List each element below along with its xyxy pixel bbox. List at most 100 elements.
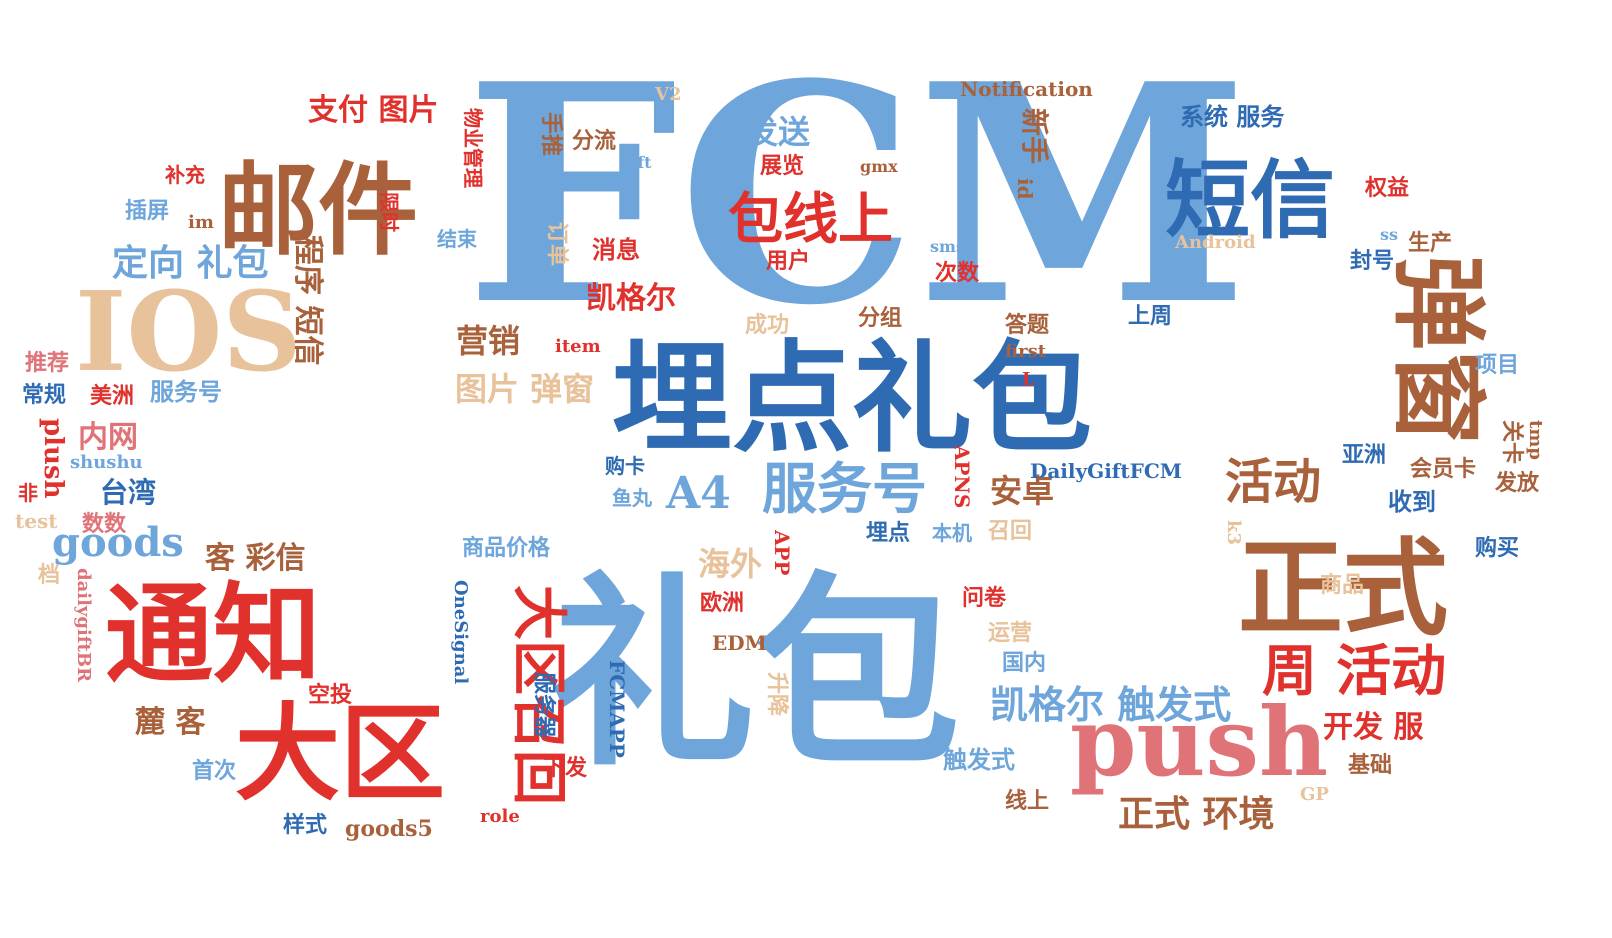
cloud-word: 问卷 bbox=[962, 585, 1007, 611]
cloud-word: 商品价格 bbox=[462, 535, 551, 561]
cloud-word: 结束 bbox=[437, 227, 478, 251]
cloud-word: 麓 客 bbox=[135, 705, 205, 740]
cloud-word: 购卡 bbox=[605, 454, 645, 478]
cloud-word: 答题 bbox=[1005, 312, 1050, 338]
cloud-word: 海外 bbox=[698, 545, 762, 583]
cloud-word: 凯格尔 bbox=[586, 281, 676, 316]
cloud-word: 档 bbox=[38, 562, 60, 588]
cloud-word: 次数 bbox=[935, 260, 980, 286]
cloud-word: 通知 bbox=[105, 572, 321, 698]
cloud-word: 服务器 bbox=[531, 672, 557, 739]
cloud-word: 项目 bbox=[1475, 352, 1519, 378]
cloud-word: 礼包 bbox=[550, 554, 960, 794]
cloud-word: EDM bbox=[712, 631, 767, 655]
cloud-word: 非 bbox=[18, 481, 38, 505]
cloud-word: IOS bbox=[75, 267, 302, 396]
cloud-word: 亚洲 bbox=[1342, 442, 1386, 468]
cloud-word: 触发式 bbox=[943, 745, 1015, 774]
cloud-word: first bbox=[1005, 341, 1047, 362]
cloud-word: 活动 bbox=[1225, 454, 1321, 510]
cloud-word: 埋点 bbox=[866, 520, 910, 546]
cloud-word: 美洲 bbox=[90, 383, 134, 409]
cloud-word: 消息 bbox=[592, 235, 640, 264]
cloud-word: 数数 bbox=[82, 511, 127, 537]
cloud-word: shushu bbox=[70, 452, 143, 473]
cloud-word: 数 bbox=[1180, 262, 1203, 288]
cloud-word: Notification bbox=[960, 77, 1093, 101]
cloud-word: goods5 bbox=[345, 816, 433, 842]
cloud-word: 关卡 bbox=[1499, 420, 1525, 464]
cloud-word: 程序 短信 bbox=[290, 235, 325, 365]
cloud-word: APNS bbox=[950, 444, 974, 508]
cloud-word: 购买 bbox=[1475, 535, 1519, 561]
cloud-word: 台湾 bbox=[100, 476, 156, 509]
cloud-word: DailyGiftFCM bbox=[1030, 459, 1182, 483]
cloud-word: 安卓 bbox=[990, 472, 1054, 510]
cloud-word: 弹窗 bbox=[1382, 255, 1493, 445]
cloud-word: 服务号 bbox=[762, 456, 927, 521]
cloud-word: 发送 bbox=[746, 113, 810, 151]
cloud-word: 开发 服 bbox=[1323, 710, 1424, 745]
cloud-word: im bbox=[188, 212, 214, 233]
cloud-word: 短信 bbox=[1165, 151, 1335, 251]
cloud-word: 正式 bbox=[1238, 526, 1448, 650]
cloud-word: A4 bbox=[665, 468, 731, 519]
cloud-word: 营销 bbox=[456, 322, 520, 360]
cloud-word: dailygiftBR bbox=[73, 568, 94, 683]
cloud-word: 上周 bbox=[1128, 303, 1172, 329]
cloud-word: 鱼丸 bbox=[612, 486, 653, 510]
cloud-word: 订单 bbox=[544, 222, 570, 266]
cloud-word: 内网 bbox=[78, 420, 138, 455]
cloud-word: k3 bbox=[1223, 520, 1244, 545]
cloud-word: L bbox=[1022, 369, 1035, 390]
cloud-word: 生产 bbox=[1408, 230, 1452, 256]
cloud-word: Android bbox=[1174, 232, 1256, 253]
cloud-word: 大区 bbox=[235, 691, 445, 815]
cloud-word: 插屏 bbox=[125, 198, 169, 224]
cloud-word: 升降 bbox=[764, 672, 790, 717]
cloud-word: 常规 bbox=[22, 382, 66, 408]
cloud-word: 图片 弹窗 bbox=[455, 370, 594, 408]
cloud-word: 成功 bbox=[745, 312, 789, 338]
cloud-word: 下发 bbox=[543, 755, 588, 781]
cloud-word: gift bbox=[620, 153, 652, 172]
cloud-word: 欧洲 bbox=[700, 590, 744, 616]
cloud-word: 用户 bbox=[766, 248, 810, 274]
cloud-word: 空投 bbox=[308, 682, 352, 708]
cloud-word: 补充 bbox=[164, 163, 205, 187]
cloud-word: 发放 bbox=[1494, 470, 1540, 496]
cloud-word: 商品 bbox=[1320, 572, 1364, 598]
cloud-word: role bbox=[480, 806, 520, 827]
cloud-word: 样式 bbox=[283, 812, 327, 838]
cloud-word: 展览 bbox=[760, 153, 804, 179]
cloud-word: 基础 bbox=[1348, 752, 1392, 778]
cloud-word: 物业管理 bbox=[461, 108, 485, 188]
cloud-word: 凯格尔 触发式 bbox=[990, 682, 1231, 727]
cloud-word: FCMAPP bbox=[605, 660, 629, 758]
cloud-word: 客 彩信 bbox=[205, 541, 305, 576]
cloud-word: 分流 bbox=[572, 128, 616, 154]
cloud-word: test bbox=[15, 509, 58, 533]
cloud-word: 运营 bbox=[988, 620, 1032, 646]
cloud-word: OneSignal bbox=[450, 580, 471, 684]
cloud-word: goods bbox=[52, 519, 184, 566]
cloud-word: V2 bbox=[654, 84, 682, 105]
cloud-word: 服务号 bbox=[150, 377, 222, 406]
cloud-word: 埋点礼包 bbox=[612, 328, 1092, 469]
cloud-word: 限时 bbox=[377, 192, 401, 232]
cloud-word: 权益 bbox=[1364, 175, 1409, 201]
cloud-word: 正式 环境 bbox=[1118, 793, 1275, 835]
cloud-word: 首次 bbox=[192, 758, 236, 784]
cloud-word: item bbox=[555, 336, 601, 357]
cloud-word: 线上 bbox=[1005, 788, 1049, 814]
cloud-word: 收到 bbox=[1388, 487, 1436, 516]
cloud-word: 手推 bbox=[538, 112, 564, 156]
cloud-word: 周 活动 bbox=[1262, 638, 1446, 703]
cloud-word: APP bbox=[770, 529, 794, 576]
cloud-word: 会员卡 bbox=[1410, 456, 1476, 482]
cloud-word: 定向 礼包 bbox=[112, 242, 269, 284]
cloud-word: 分组 bbox=[858, 305, 902, 331]
cloud-word: FCM bbox=[465, 18, 1249, 371]
